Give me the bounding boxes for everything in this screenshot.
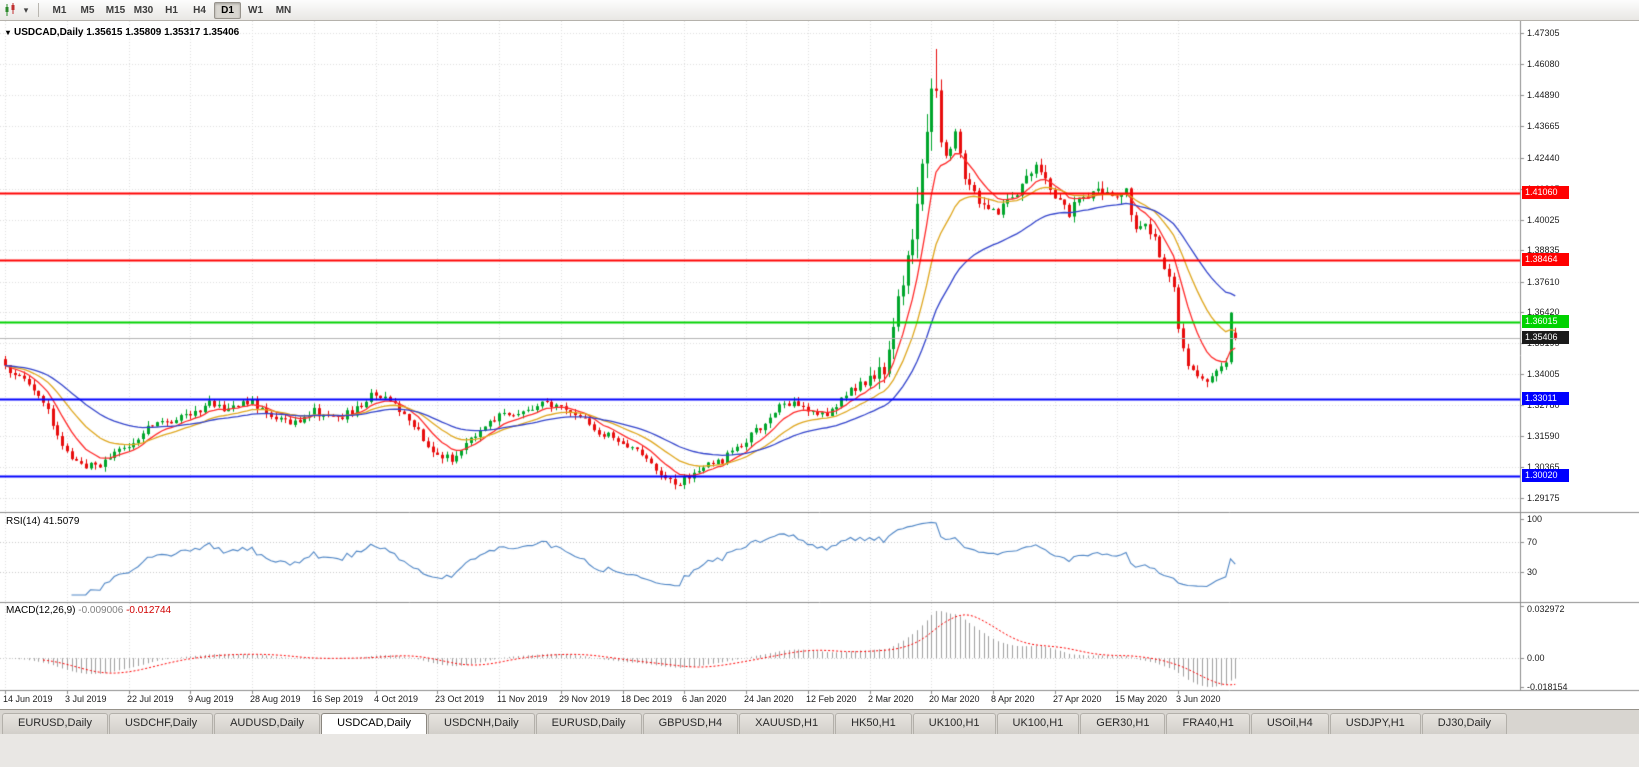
toolbar-separator (38, 3, 39, 17)
chart-tab-dj30-daily[interactable]: DJ30,Daily (1421, 713, 1507, 734)
chart-tabs-bar: EURUSD,Daily USDCHF,Daily AUDUSD,Daily USDC… (0, 709, 1639, 734)
chart-tab-usdcad-daily[interactable]: USDCAD,Daily (321, 713, 428, 734)
chart-tab-eurusd-daily[interactable]: EURUSD,Daily (2, 713, 108, 734)
chart-tab-usdcnh-daily[interactable]: USDCNH,Daily (428, 713, 535, 734)
chart-tab-uk100-h1[interactable]: UK100,H1 (912, 713, 996, 734)
chart-type-dropdown-caret-icon[interactable]: ▾ (23, 4, 29, 15)
top-toolbar: ▾ M1 M5 M15 M30 H1 H4 D1 W1 MN (0, 0, 1639, 21)
chart-tab-ger30-h1[interactable]: GER30,H1 (1080, 713, 1166, 734)
candlestick-chart-icon[interactable] (3, 3, 19, 18)
chart-tab-audusd-daily[interactable]: AUDUSD,Daily (214, 713, 321, 734)
chart-tab-usdjpy-h1[interactable]: USDJPY,H1 (1329, 713, 1421, 734)
chart-tab-uk100-h1[interactable]: UK100,H1 (996, 713, 1080, 734)
timeframe-button-m5[interactable]: M5 (80, 4, 95, 16)
timeframe-button-d1[interactable]: D1 (214, 1, 241, 19)
timeframe-button-m15[interactable]: M15 (105, 4, 126, 16)
chart-tab-fra40-h1[interactable]: FRA40,H1 (1166, 713, 1250, 734)
chart-tab-usoil-h4[interactable]: USOil,H4 (1250, 713, 1329, 734)
timeframe-button-m1[interactable]: M1 (52, 4, 67, 16)
timeframe-button-h4[interactable]: H4 (193, 4, 206, 16)
chart-tab-usdchf-daily[interactable]: USDCHF,Daily (108, 713, 214, 734)
chart-tab-gbpusd-h4[interactable]: GBPUSD,H4 (642, 713, 739, 734)
chart-tab-eurusd-daily[interactable]: EURUSD,Daily (535, 713, 642, 734)
candlestick-chart-icon-svg (5, 3, 15, 16)
timeframe-button-h1[interactable]: H1 (165, 4, 178, 16)
timeframe-button-w1[interactable]: W1 (248, 4, 263, 16)
chart-tab-xauusd-h1[interactable]: XAUUSD,H1 (739, 713, 835, 734)
timeframe-button-mn[interactable]: MN (275, 4, 292, 16)
timeframe-button-m30[interactable]: M30 (133, 4, 154, 16)
timeframe-button-group: M1 M5 M15 M30 H1 H4 D1 W1 MN (46, 1, 297, 19)
window-bottom-filler (0, 734, 1639, 767)
price-chart-canvas[interactable] (0, 21, 1639, 709)
chart-tab-hk50-h1[interactable]: HK50,H1 (835, 713, 912, 734)
